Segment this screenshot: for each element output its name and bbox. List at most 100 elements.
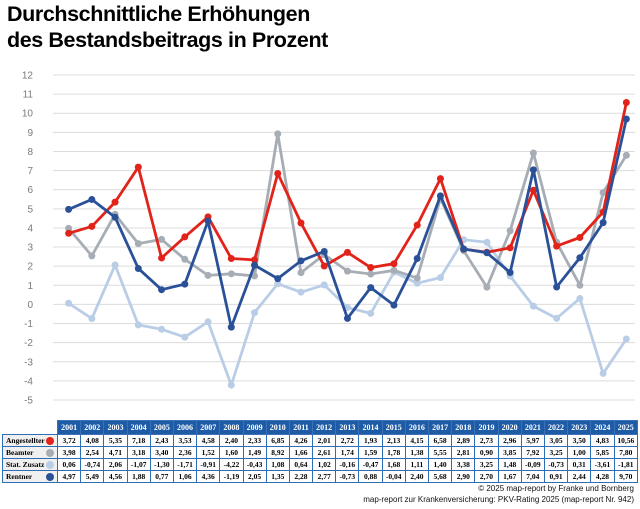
y-axis-tick-label: -2 [24,338,33,349]
value-cell: 2,72 [335,434,360,447]
year-header-cell: 2022 [543,420,569,435]
data-point-rentner [436,192,444,200]
data-point-stat-zusatz [553,314,561,322]
value-cell: 2,43 [149,434,174,447]
year-header-cell: 2020 [497,420,522,435]
value-cell: 2,40 [219,434,244,447]
value-cell: 7,92 [520,446,545,459]
data-point-rentner [274,275,282,283]
year-header-cell: 2002 [80,420,105,435]
value-cell: 3,85 [497,446,522,459]
table-row-angestellter: Angestellter 3,72 4,08 5,35 7,18 2,43 3,53 4,58… [2,434,638,447]
footer-copyright: © 2025 map-report by Franke und Bornberg [478,484,634,493]
value-cell: 1,40 [427,458,453,471]
data-point-stat-zusatz [88,315,96,323]
value-cell: -1,30 [149,458,174,471]
value-cell: 4,08 [80,434,105,447]
y-axis-tick-label: 10 [22,109,34,120]
data-point-stat-zusatz [204,318,212,326]
data-point-stat-zusatz [529,302,537,310]
year-header-cell: 2017 [427,420,453,435]
data-point-stat-zusatz [622,335,630,343]
value-cell: -1,71 [172,458,198,471]
value-cell: 1,08 [265,458,290,471]
year-header-cell: 2007 [196,420,221,435]
value-cell: -0,16 [335,458,360,471]
data-point-stat-zusatz [227,381,235,389]
page-title-line1: Durchschnittliche Erhöhungen [7,2,310,26]
data-point-angestellter [251,256,259,264]
data-point-rentner [204,217,212,225]
data-point-stat-zusatz [181,333,189,341]
data-point-beamter [576,281,584,289]
value-cell: 0,90 [474,446,499,459]
value-cell: 2,06 [103,458,128,471]
page-title: Durchschnittliche Erhöhungen des Bestand… [7,1,328,53]
year-header-cell: 2001 [56,420,82,435]
value-cell: 4,36 [196,470,221,483]
value-cell: 4,83 [590,434,615,447]
value-cell: 3,40 [149,446,174,459]
data-point-rentner [553,283,561,291]
value-cell: 4,15 [404,434,430,447]
value-cell: 5,35 [103,434,128,447]
value-cell: 0,91 [543,470,569,483]
value-cell: -0,73 [335,470,360,483]
data-point-rentner [227,323,235,331]
data-point-beamter [227,270,235,278]
y-axis-tick-label: 2 [27,262,33,273]
value-cell: 6,58 [427,434,453,447]
value-cell: 5,68 [427,470,453,483]
data-point-rentner [343,314,351,322]
value-cell: 2,36 [172,446,198,459]
value-cell: 1,67 [497,470,522,483]
data-point-angestellter [390,260,398,268]
y-axis-tick-label: 8 [27,147,33,158]
series-label: Stat. Zusatz [6,460,45,469]
value-cell: 0,64 [288,458,314,471]
data-point-angestellter [576,233,584,241]
data-point-rentner [576,254,584,262]
value-cell: -1,81 [613,458,638,471]
data-point-stat-zusatz [274,280,282,288]
data-point-angestellter [343,248,351,256]
y-axis-tick-label: -1 [24,319,33,330]
value-cell: 0,77 [149,470,174,483]
y-axis-tick-label: -4 [24,376,33,387]
data-point-angestellter [413,221,421,229]
value-cell: 1,93 [358,434,383,447]
series-legend-dot-angestellter [46,436,54,445]
value-cell: -0,43 [242,458,267,471]
value-cell: 2,28 [288,470,314,483]
value-cell: 7,04 [520,470,545,483]
year-header-cell: 2003 [103,420,128,435]
data-point-rentner [390,301,398,309]
value-cell: 1,60 [219,446,244,459]
data-point-stat-zusatz [576,294,584,302]
data-table: 2001 2002 2003 2004 2005 2006 2007 2008 2009 2010… [2,420,638,483]
value-cell: 3,18 [126,446,151,459]
footer: © 2025 map-report by Franke und Bornberg… [363,484,634,505]
data-point-angestellter [111,198,119,206]
value-cell: 1,11 [404,458,430,471]
data-point-angestellter [367,264,375,272]
series-line-stat-zusatz [67,238,628,387]
footer-source: map-report zur Krankenversicherung: PKV-… [363,494,634,504]
value-cell: 4,56 [103,470,128,483]
data-point-rentner [460,245,468,253]
value-cell: 1,59 [358,446,383,459]
data-point-stat-zusatz [251,309,259,317]
value-cell: 2,73 [474,434,499,447]
data-point-beamter [251,272,259,280]
series-label: Angestellter [6,436,45,445]
y-axis-tick-label: 4 [27,223,33,234]
value-cell: 1,49 [242,446,267,459]
value-cell: -4,22 [219,458,244,471]
data-point-beamter [506,227,514,235]
value-cell: 2,81 [451,446,476,459]
value-cell: -0,47 [358,458,383,471]
value-cell: 1,02 [312,458,337,471]
data-point-angestellter [553,242,561,250]
value-cell: 2,13 [381,434,406,447]
